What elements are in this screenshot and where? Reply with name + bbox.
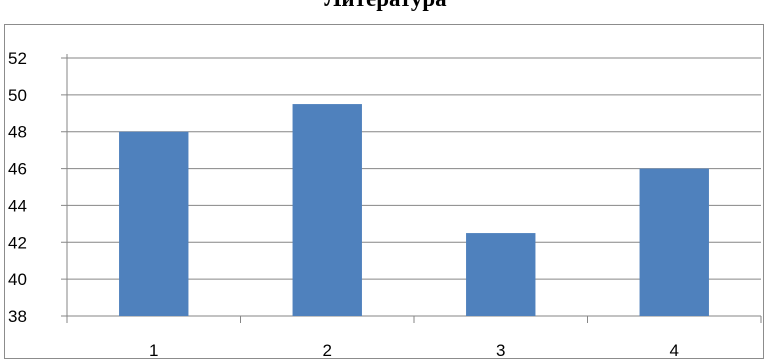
y-tick-label: 52 <box>8 49 27 68</box>
x-tick-label: 1 <box>149 341 158 360</box>
bar <box>639 168 709 316</box>
y-tick-label: 40 <box>8 270 27 289</box>
y-tick-label: 38 <box>8 307 27 326</box>
y-tick-label: 44 <box>8 196 27 215</box>
y-tick-label: 46 <box>8 160 27 179</box>
y-tick-label: 50 <box>8 86 27 105</box>
bar <box>466 233 536 316</box>
y-tick-label: 42 <box>8 233 27 252</box>
bar <box>119 131 189 316</box>
chart-frame <box>4 24 764 359</box>
chart-title: Литература <box>0 0 771 12</box>
x-tick-label: 3 <box>496 341 505 360</box>
bar <box>292 104 362 316</box>
y-tick-label: 48 <box>8 123 27 142</box>
x-tick-label: 2 <box>323 341 332 360</box>
x-tick-label: 4 <box>670 341 679 360</box>
